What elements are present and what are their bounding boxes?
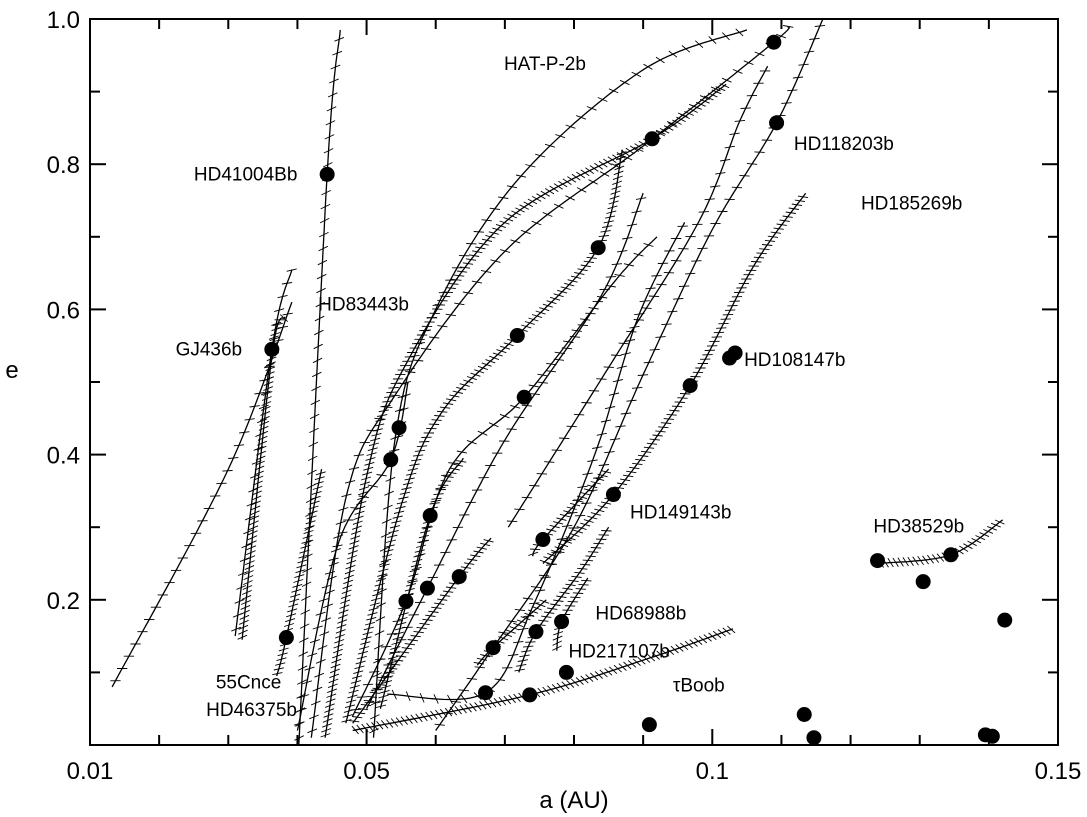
planet-point [682,378,698,394]
planet-point [605,487,621,503]
planet-label: HD149143b [630,503,731,524]
planet-label: τBoob [673,675,725,696]
planet-point [554,614,570,630]
planet-point [422,508,438,524]
track-hatch [307,25,794,734]
planet-point [641,717,657,733]
planet-point [383,452,399,468]
planet-point [398,593,414,609]
planet-point [264,341,280,357]
x-tick-label: 0.15 [1035,758,1082,785]
evolution-track [352,236,658,717]
planet-point [984,728,1000,744]
planet-label: HD46375b [206,700,297,721]
evolution-track [366,192,644,709]
track-hatch [391,225,688,705]
planet-point [516,389,532,405]
track-hatch [294,36,345,741]
planet-label: HD108147b [744,350,845,371]
evolution-track [372,29,748,738]
planet-label: HD118203b [794,134,894,155]
planet-point [485,640,501,656]
planet-point [391,420,407,436]
planet-point [558,664,574,680]
planet-label: HAT-P-2b [504,54,586,75]
tick-layer: 0.01 0.05 0.1 0.15 0.2 0.4 0.6 0.8 1.0 [47,7,1082,785]
planet-point [528,624,544,640]
planet-point [806,730,822,746]
evolution-track [387,222,686,701]
y-tick-label: 0.8 [47,152,80,179]
evolution-track [345,149,624,724]
label-layer: HAT-P-2b HD118203b HD41004Bb HD185269b HD834… [176,54,965,721]
planet-label: HD83443b [318,294,409,315]
y-tick-label: 0.6 [47,297,80,324]
y-tick-label: 0.4 [47,443,80,470]
planet-point [451,569,467,585]
planet-label: GJ436b [176,339,243,360]
planet-label: HD217107b [568,641,669,662]
planet-point [644,131,660,147]
evolution-track [507,65,769,528]
planet-point [419,580,435,596]
planet-label: HD68988b [595,604,686,625]
x-axis-label: a (AU) [539,787,608,814]
planet-point [766,34,782,50]
planet-point [997,612,1013,628]
planet-label: 55Cnce [216,673,282,694]
planet-point [796,707,812,723]
planet-label: HD38529b [873,516,964,537]
planet-label: HD185269b [861,193,962,214]
y-axis-label: e [5,357,18,384]
x-tick-label: 0.1 [696,758,729,785]
planet-point [727,345,743,361]
planet-point [590,240,606,256]
planet-label: HD41004Bb [194,164,298,185]
planet-point [477,685,493,701]
point-layer [264,34,1013,746]
planet-point [915,574,931,590]
planet-point [870,553,886,569]
y-tick-label: 1.0 [47,7,80,34]
planet-point [522,687,538,703]
y-tick-label: 0.2 [47,588,80,615]
evolution-track [111,301,293,688]
planet-point [319,166,335,182]
x-tick-label: 0.01 [67,758,114,785]
track-hatch [272,471,326,676]
planet-point [535,532,551,548]
x-tick-label: 0.05 [343,758,390,785]
planet-point [769,115,785,131]
planet-point [278,630,294,646]
evolution-track [324,83,727,738]
track-hatch [506,70,771,523]
planet-point [943,547,959,563]
planet-point [509,328,525,344]
